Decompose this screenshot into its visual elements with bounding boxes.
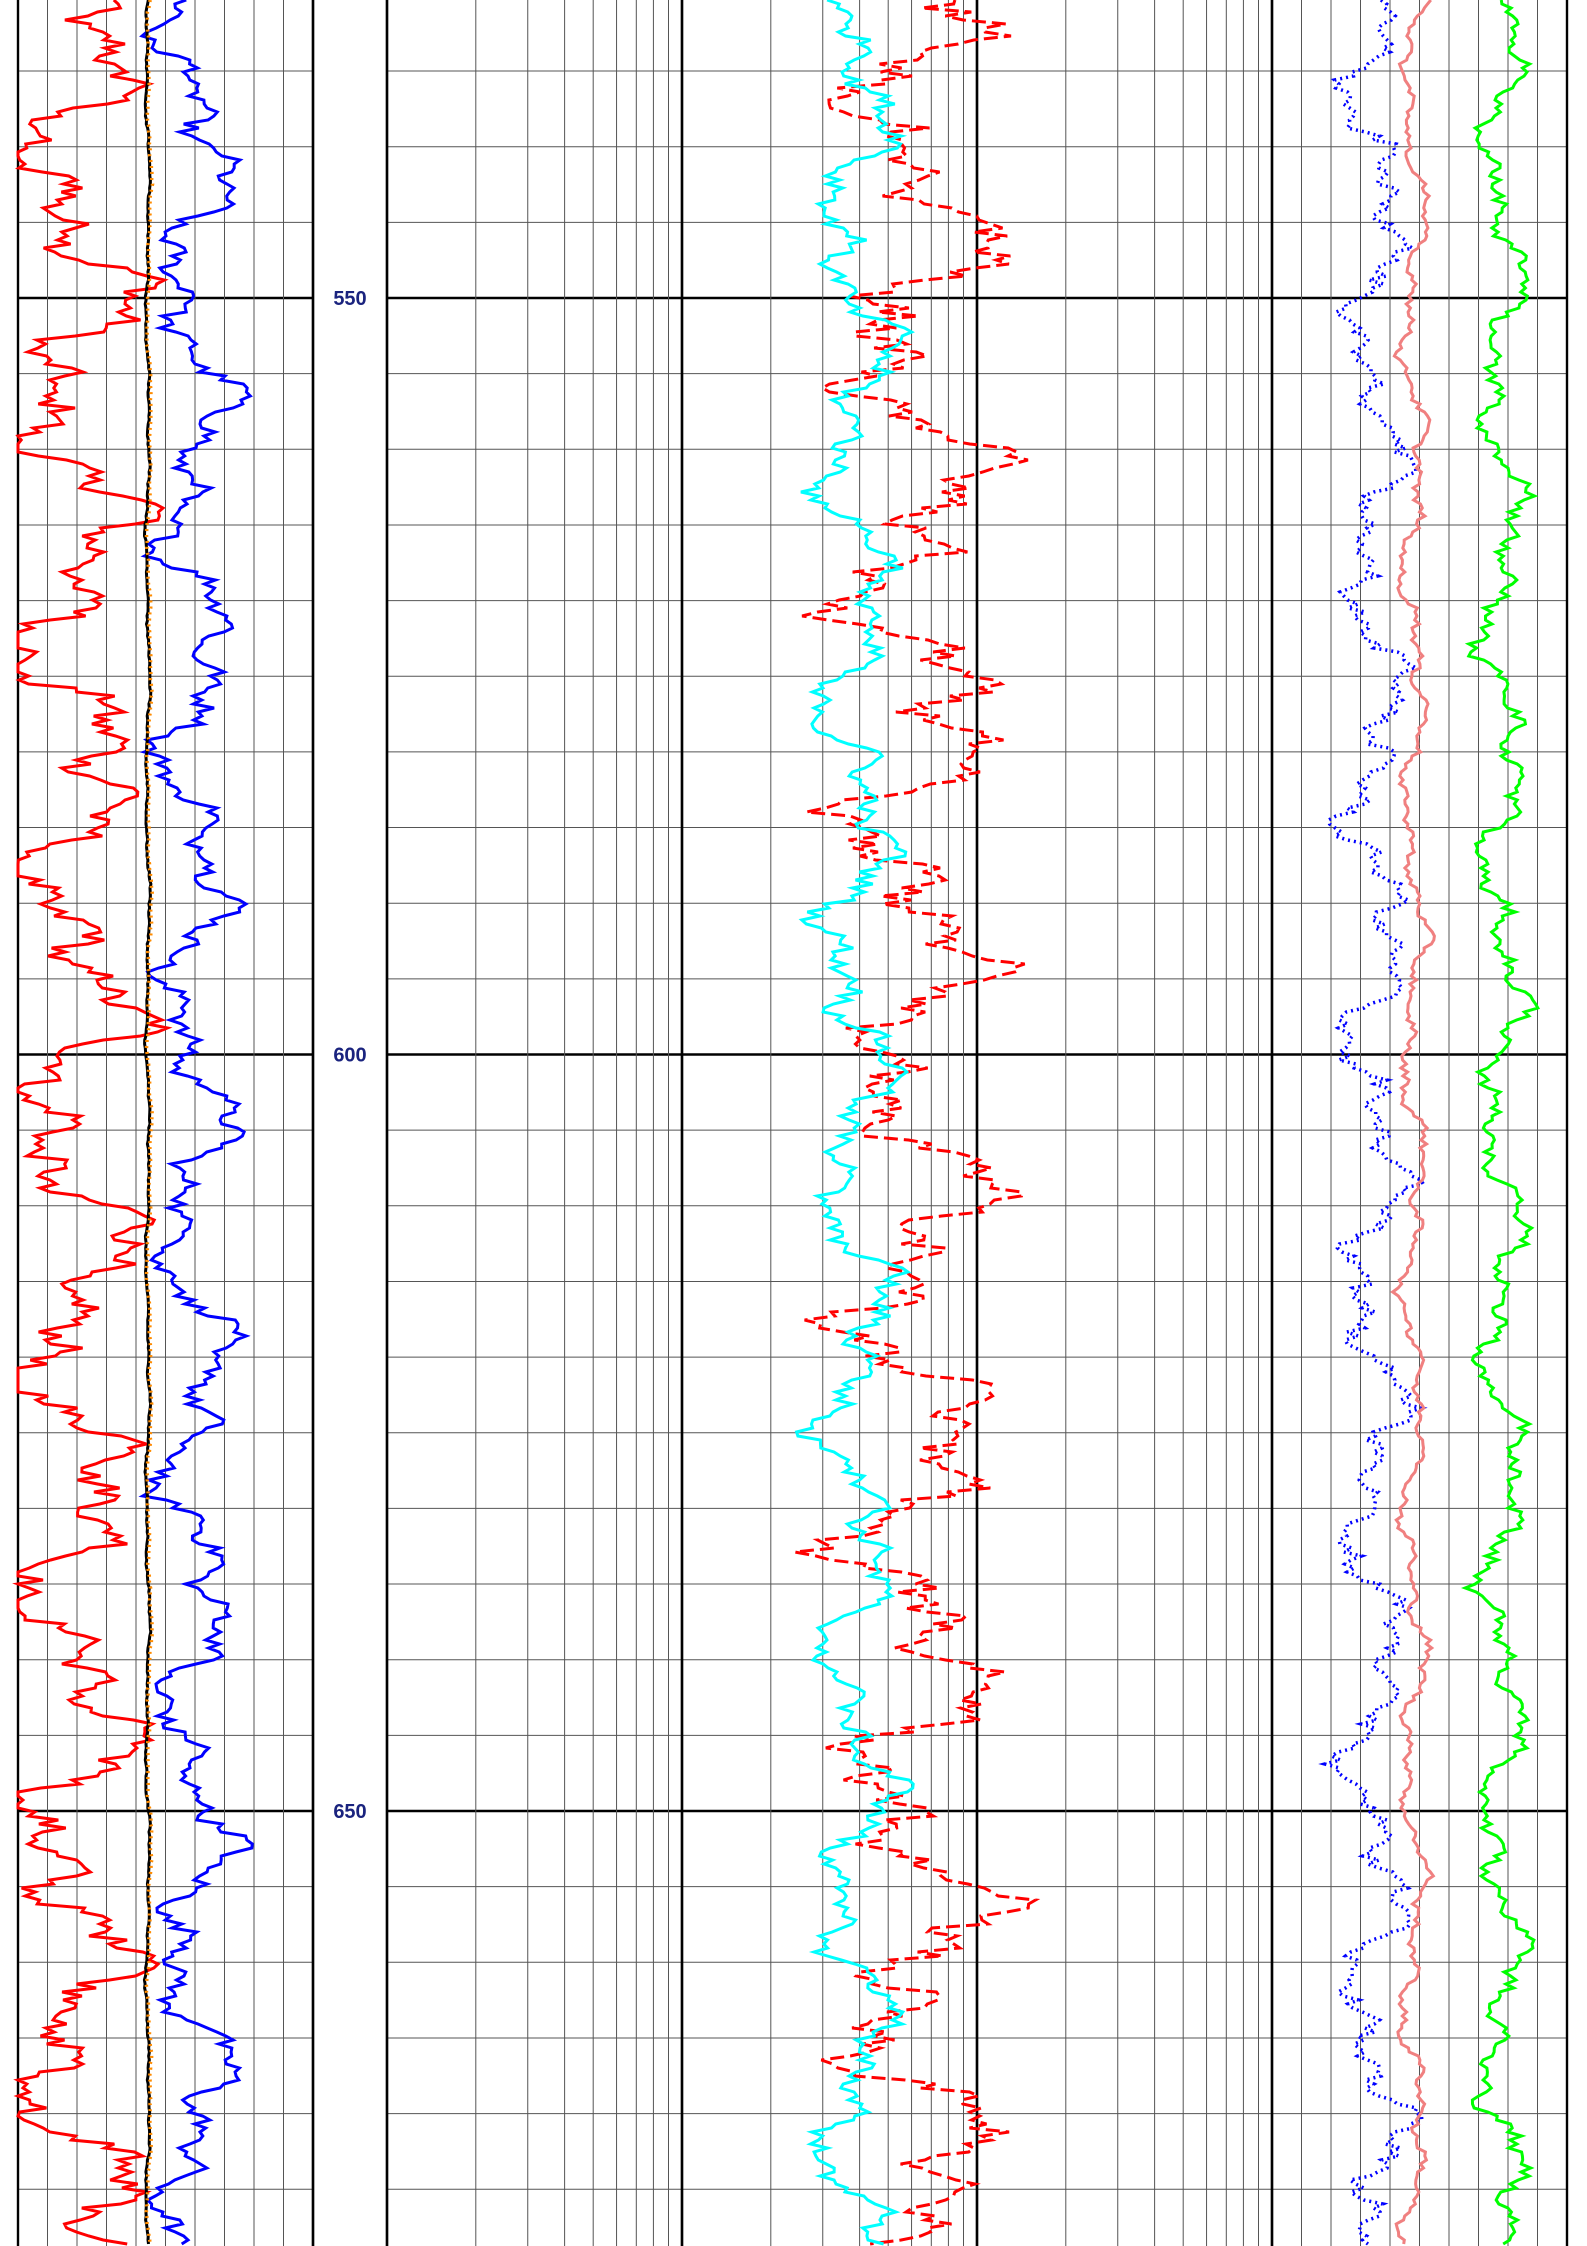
depth-tick-label: 550 [333, 288, 366, 310]
curve-track2-series-1 [794, 0, 915, 2246]
curve-track1-series-2 [142, 0, 153, 2245]
depth-tick-label: 650 [333, 1801, 366, 1823]
curve-track1-series-0 [12, 0, 173, 2246]
curves [12, 0, 1541, 2246]
curve-track3-series-1 [1390, 0, 1436, 2245]
curve-track2-series-0 [794, 0, 1041, 2246]
curve-track1-series-1 [138, 0, 254, 2246]
depth-tick-label: 600 [333, 1045, 366, 1067]
curve-track3-series-2 [1461, 0, 1541, 2246]
depth-labels: 550 600 650 [333, 288, 366, 1823]
